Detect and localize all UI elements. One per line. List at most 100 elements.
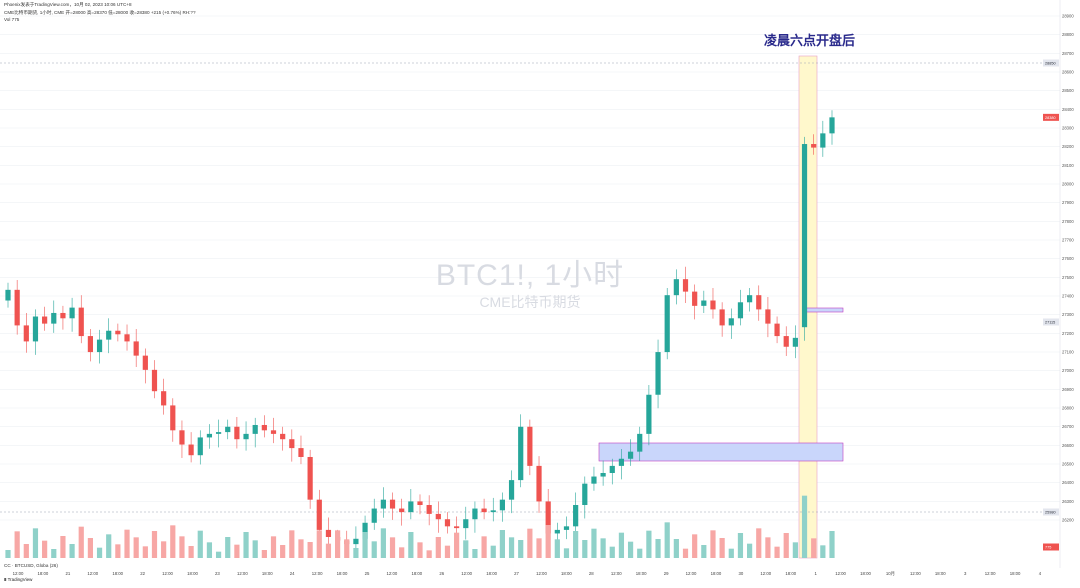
y-tick-label: 26600 xyxy=(1062,443,1074,448)
volume-bar xyxy=(234,544,240,558)
volume-bar xyxy=(197,530,203,558)
volume-bar xyxy=(170,525,176,558)
volume-bar xyxy=(737,533,744,558)
volume-bar xyxy=(728,548,734,558)
header-publisher: Phoenix发表于TradingView.com，10月 02, 2023 1… xyxy=(4,2,132,7)
candle-body xyxy=(32,316,39,342)
candle-body xyxy=(454,526,460,529)
volume-bar xyxy=(444,545,451,558)
price-tag-mid-bg xyxy=(1043,318,1059,326)
candle-body xyxy=(774,323,780,337)
x-tick-label: 12:00 xyxy=(835,571,846,576)
volume-bar xyxy=(719,538,725,558)
volume-bar xyxy=(408,532,414,558)
candle-body xyxy=(444,519,451,527)
candle-body xyxy=(463,519,469,529)
candle-body xyxy=(234,426,240,440)
x-tick-label: 18:00 xyxy=(561,571,572,576)
volume-bar xyxy=(69,544,75,558)
y-tick-label: 28500 xyxy=(1062,88,1074,93)
volume-bar xyxy=(783,533,789,558)
volume-bar xyxy=(270,536,277,558)
candle-body xyxy=(490,510,496,513)
volume-bar xyxy=(646,530,652,558)
x-tick-label: 12:00 xyxy=(760,571,771,576)
candle-body xyxy=(655,352,661,395)
x-tick-label: 12:00 xyxy=(910,571,921,576)
x-tick-label: 18:00 xyxy=(187,571,198,576)
volume-bar xyxy=(545,525,551,558)
x-tick-label: 27 xyxy=(514,571,519,576)
y-tick-label: 28600 xyxy=(1062,70,1074,75)
candle-body xyxy=(325,529,332,538)
volume-bar xyxy=(32,528,39,558)
candle-body xyxy=(280,433,286,440)
y-tick-label: 26500 xyxy=(1062,462,1074,467)
volume-bar xyxy=(142,546,148,558)
candle-body xyxy=(298,448,304,457)
candle-body xyxy=(316,499,322,530)
candle-body xyxy=(573,505,579,527)
y-tick-label: 27000 xyxy=(1062,368,1074,373)
y-tick-label: 26300 xyxy=(1062,499,1074,504)
volume-bar xyxy=(673,539,679,558)
candle-body xyxy=(609,465,615,473)
candle-body xyxy=(591,476,597,484)
candle-body xyxy=(399,508,405,513)
candle-body xyxy=(499,499,505,511)
x-tick-label: 22 xyxy=(140,571,145,576)
candle-body xyxy=(51,312,57,324)
candle-body xyxy=(197,437,203,456)
volume-bar xyxy=(307,542,313,558)
volume-bar xyxy=(42,540,48,558)
y-tick-label: 27400 xyxy=(1062,294,1074,299)
annotation-text: 凌晨六点开盘后 xyxy=(764,34,856,49)
candle-body xyxy=(142,355,148,370)
candle-body xyxy=(811,144,817,148)
candle-body xyxy=(701,300,707,306)
volume-bar xyxy=(454,532,460,558)
volume-bar xyxy=(627,541,634,558)
volume-bar xyxy=(5,550,11,558)
volume-bar xyxy=(499,530,505,558)
x-tick-label: 25 xyxy=(365,571,370,576)
candle-body xyxy=(783,336,789,347)
volume-bar xyxy=(371,541,377,558)
volume-bar xyxy=(362,532,368,558)
candle-body xyxy=(637,433,643,452)
candle-body xyxy=(96,339,103,353)
volume-bar xyxy=(637,548,643,558)
tradingview-logo-icon[interactable]: ⩩ TradingView xyxy=(4,577,33,582)
price-tag-mid: 27115 xyxy=(1045,321,1055,325)
volume-bar xyxy=(756,528,762,558)
candle-body xyxy=(472,508,478,520)
candle-body xyxy=(792,337,798,347)
candle-body xyxy=(554,529,560,534)
candle-body xyxy=(115,330,121,335)
candle-body xyxy=(215,432,222,434)
volume-bar xyxy=(600,538,606,558)
y-tick-label: 26900 xyxy=(1062,387,1074,392)
header-volume: Vol 775 xyxy=(4,17,20,22)
volume-bar xyxy=(124,529,130,558)
candle-body xyxy=(170,405,176,431)
volume-bar xyxy=(115,544,121,558)
x-tick-label: 29 xyxy=(664,571,669,576)
y-tick-label: 27900 xyxy=(1062,200,1074,205)
volume-bar xyxy=(289,530,295,558)
volume-bar xyxy=(701,545,707,558)
volume-bar xyxy=(747,543,753,558)
volume-bar xyxy=(353,548,359,558)
candle-body xyxy=(536,465,542,502)
y-tick-label: 26800 xyxy=(1062,406,1074,411)
candle-body xyxy=(508,480,515,500)
volume-bar xyxy=(51,549,57,558)
volume-bar xyxy=(243,532,249,558)
price-tag-last: 28380 xyxy=(1045,116,1056,120)
volume-bar xyxy=(774,546,780,558)
candle-body xyxy=(426,505,432,514)
candle-body xyxy=(756,295,762,310)
support-zone xyxy=(598,442,844,462)
candle-body xyxy=(692,291,698,306)
